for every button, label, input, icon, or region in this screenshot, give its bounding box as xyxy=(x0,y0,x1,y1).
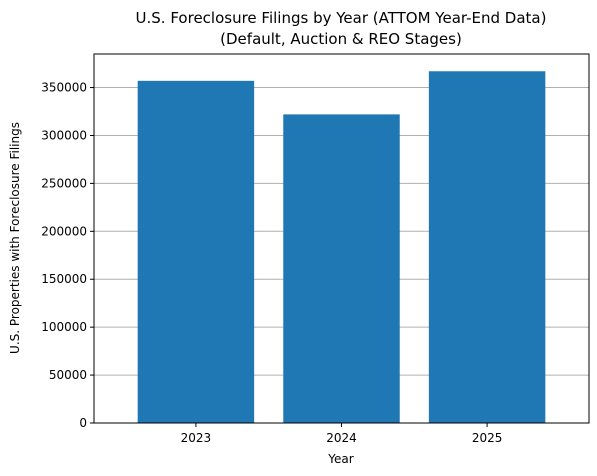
y-tick-label: 350000 xyxy=(41,81,87,95)
bar-2023 xyxy=(137,80,255,423)
chart-title-line2: (Default, Auction & REO Stages) xyxy=(220,30,462,48)
y-tick-label: 0 xyxy=(79,416,87,430)
y-tick-label: 250000 xyxy=(41,176,87,190)
y-axis-label: U.S. Properties with Foreclosure Filings xyxy=(8,122,22,354)
x-axis-ticks: 2023 2024 2025 xyxy=(181,423,503,445)
y-tick-label: 150000 xyxy=(41,272,87,286)
y-tick-label: 50000 xyxy=(49,368,87,382)
x-tick-label: 2023 xyxy=(181,431,212,445)
y-axis-ticks: 0 50000 100000 150000 200000 250000 300000 3500… xyxy=(41,81,94,430)
y-tick-label: 300000 xyxy=(41,128,87,142)
bars xyxy=(137,71,546,423)
x-tick-label: 2025 xyxy=(472,431,503,445)
bar-2025 xyxy=(428,71,546,423)
bar-2024 xyxy=(283,114,400,423)
y-tick-label: 200000 xyxy=(41,224,87,238)
chart-title-line1: U.S. Foreclosure Filings by Year (ATTOM … xyxy=(136,9,547,27)
x-axis-label: Year xyxy=(327,452,353,466)
x-tick-label: 2024 xyxy=(326,431,357,445)
y-tick-label: 100000 xyxy=(41,320,87,334)
